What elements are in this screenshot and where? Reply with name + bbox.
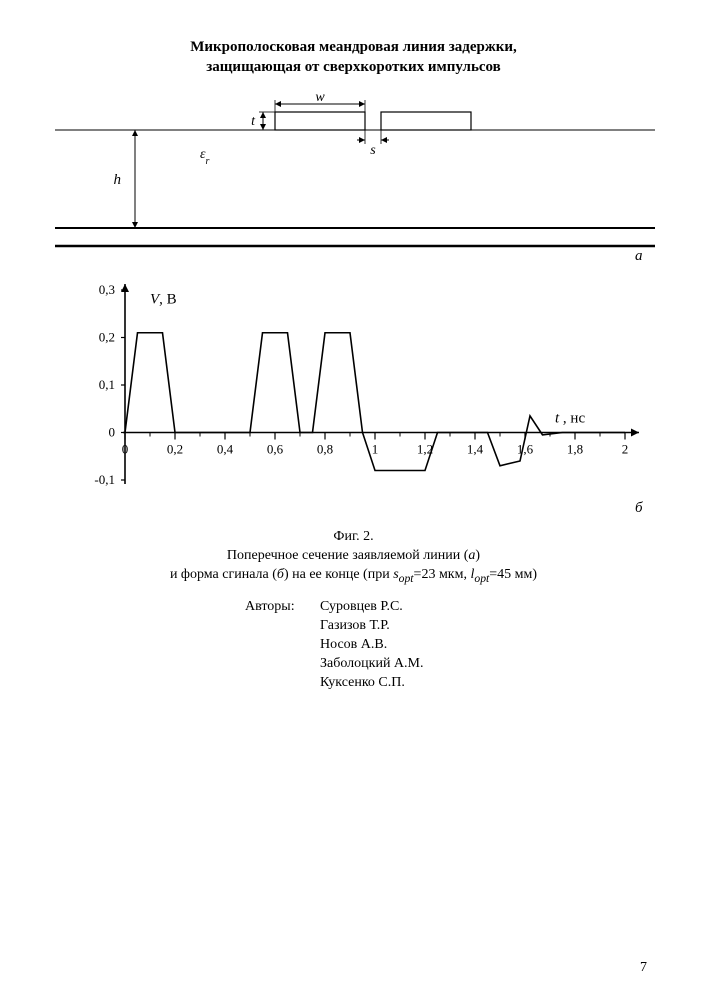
- svg-text:2: 2: [622, 442, 629, 457]
- svg-text:εr: εr: [200, 147, 210, 167]
- caption-lopt-sub: opt: [474, 572, 489, 585]
- panel-b-letter: б: [635, 500, 643, 517]
- authors-label: Авторы:: [245, 598, 295, 617]
- authors-list: Суровцев Р.С. Газизов Т.Р. Носов А.В. За…: [320, 598, 424, 692]
- title-line-1: Микрополосковая меандровая линия задержк…: [0, 38, 707, 58]
- caption-l2a: Поперечное сечение заявляемой линии (: [227, 548, 469, 563]
- svg-text:1,4: 1,4: [467, 442, 484, 457]
- caption-sopt-sub: opt: [399, 572, 414, 585]
- svg-text:0: 0: [122, 442, 129, 457]
- page-title: Микрополосковая меандровая линия задержк…: [0, 38, 707, 77]
- svg-text:0,3: 0,3: [99, 282, 115, 297]
- author-5: Куксенко С.П.: [320, 674, 424, 693]
- figure-caption: Фиг. 2. Поперечное сечение заявляемой ли…: [0, 528, 707, 586]
- svg-text:V, В: V, В: [150, 292, 177, 308]
- caption-l3b: б: [277, 567, 284, 582]
- svg-text:s: s: [370, 143, 376, 158]
- svg-text:h: h: [114, 172, 122, 188]
- svg-text:0,4: 0,4: [217, 442, 234, 457]
- svg-text:t , нс: t , нс: [555, 411, 585, 427]
- page: Микрополосковая меандровая линия задержк…: [0, 0, 707, 1000]
- svg-text:0: 0: [109, 425, 116, 440]
- caption-line2: Поперечное сечение заявляемой линии (а): [0, 547, 707, 566]
- svg-text:w: w: [315, 90, 325, 105]
- signal-chart: 00,20,40,60,811,21,41,61,82-0,100,10,20,…: [50, 280, 650, 510]
- svg-text:0,2: 0,2: [167, 442, 183, 457]
- page-number: 7: [640, 960, 647, 976]
- svg-text:0,8: 0,8: [317, 442, 333, 457]
- caption-l3a: и форма сгинала (: [170, 567, 277, 582]
- svg-text:t: t: [251, 114, 256, 129]
- author-4: Заболоцкий А.М.: [320, 655, 424, 674]
- svg-text:0,2: 0,2: [99, 330, 115, 345]
- svg-text:1: 1: [372, 442, 379, 457]
- svg-text:1,6: 1,6: [517, 442, 534, 457]
- caption-sopt-val: =23 мкм,: [414, 567, 471, 582]
- title-line-2: защищающая от сверхкоротких импульсов: [0, 58, 707, 78]
- caption-l2c: ): [475, 548, 480, 563]
- caption-lopt-val: =45 мм): [489, 567, 537, 582]
- svg-text:-0,1: -0,1: [94, 472, 115, 487]
- svg-text:1,8: 1,8: [567, 442, 583, 457]
- caption-line3: и форма сгинала (б) на ее конце (при sop…: [0, 566, 707, 587]
- author-2: Газизов Т.Р.: [320, 617, 424, 636]
- caption-l3c: ) на ее конце (при: [284, 567, 393, 582]
- svg-text:0,1: 0,1: [99, 377, 115, 392]
- author-3: Носов А.В.: [320, 636, 424, 655]
- caption-line1: Фиг. 2.: [0, 528, 707, 547]
- panel-a-letter: а: [635, 248, 643, 265]
- svg-text:0,6: 0,6: [267, 442, 284, 457]
- cross-section-diagram: w t s h εr: [55, 88, 655, 258]
- author-1: Суровцев Р.С.: [320, 598, 424, 617]
